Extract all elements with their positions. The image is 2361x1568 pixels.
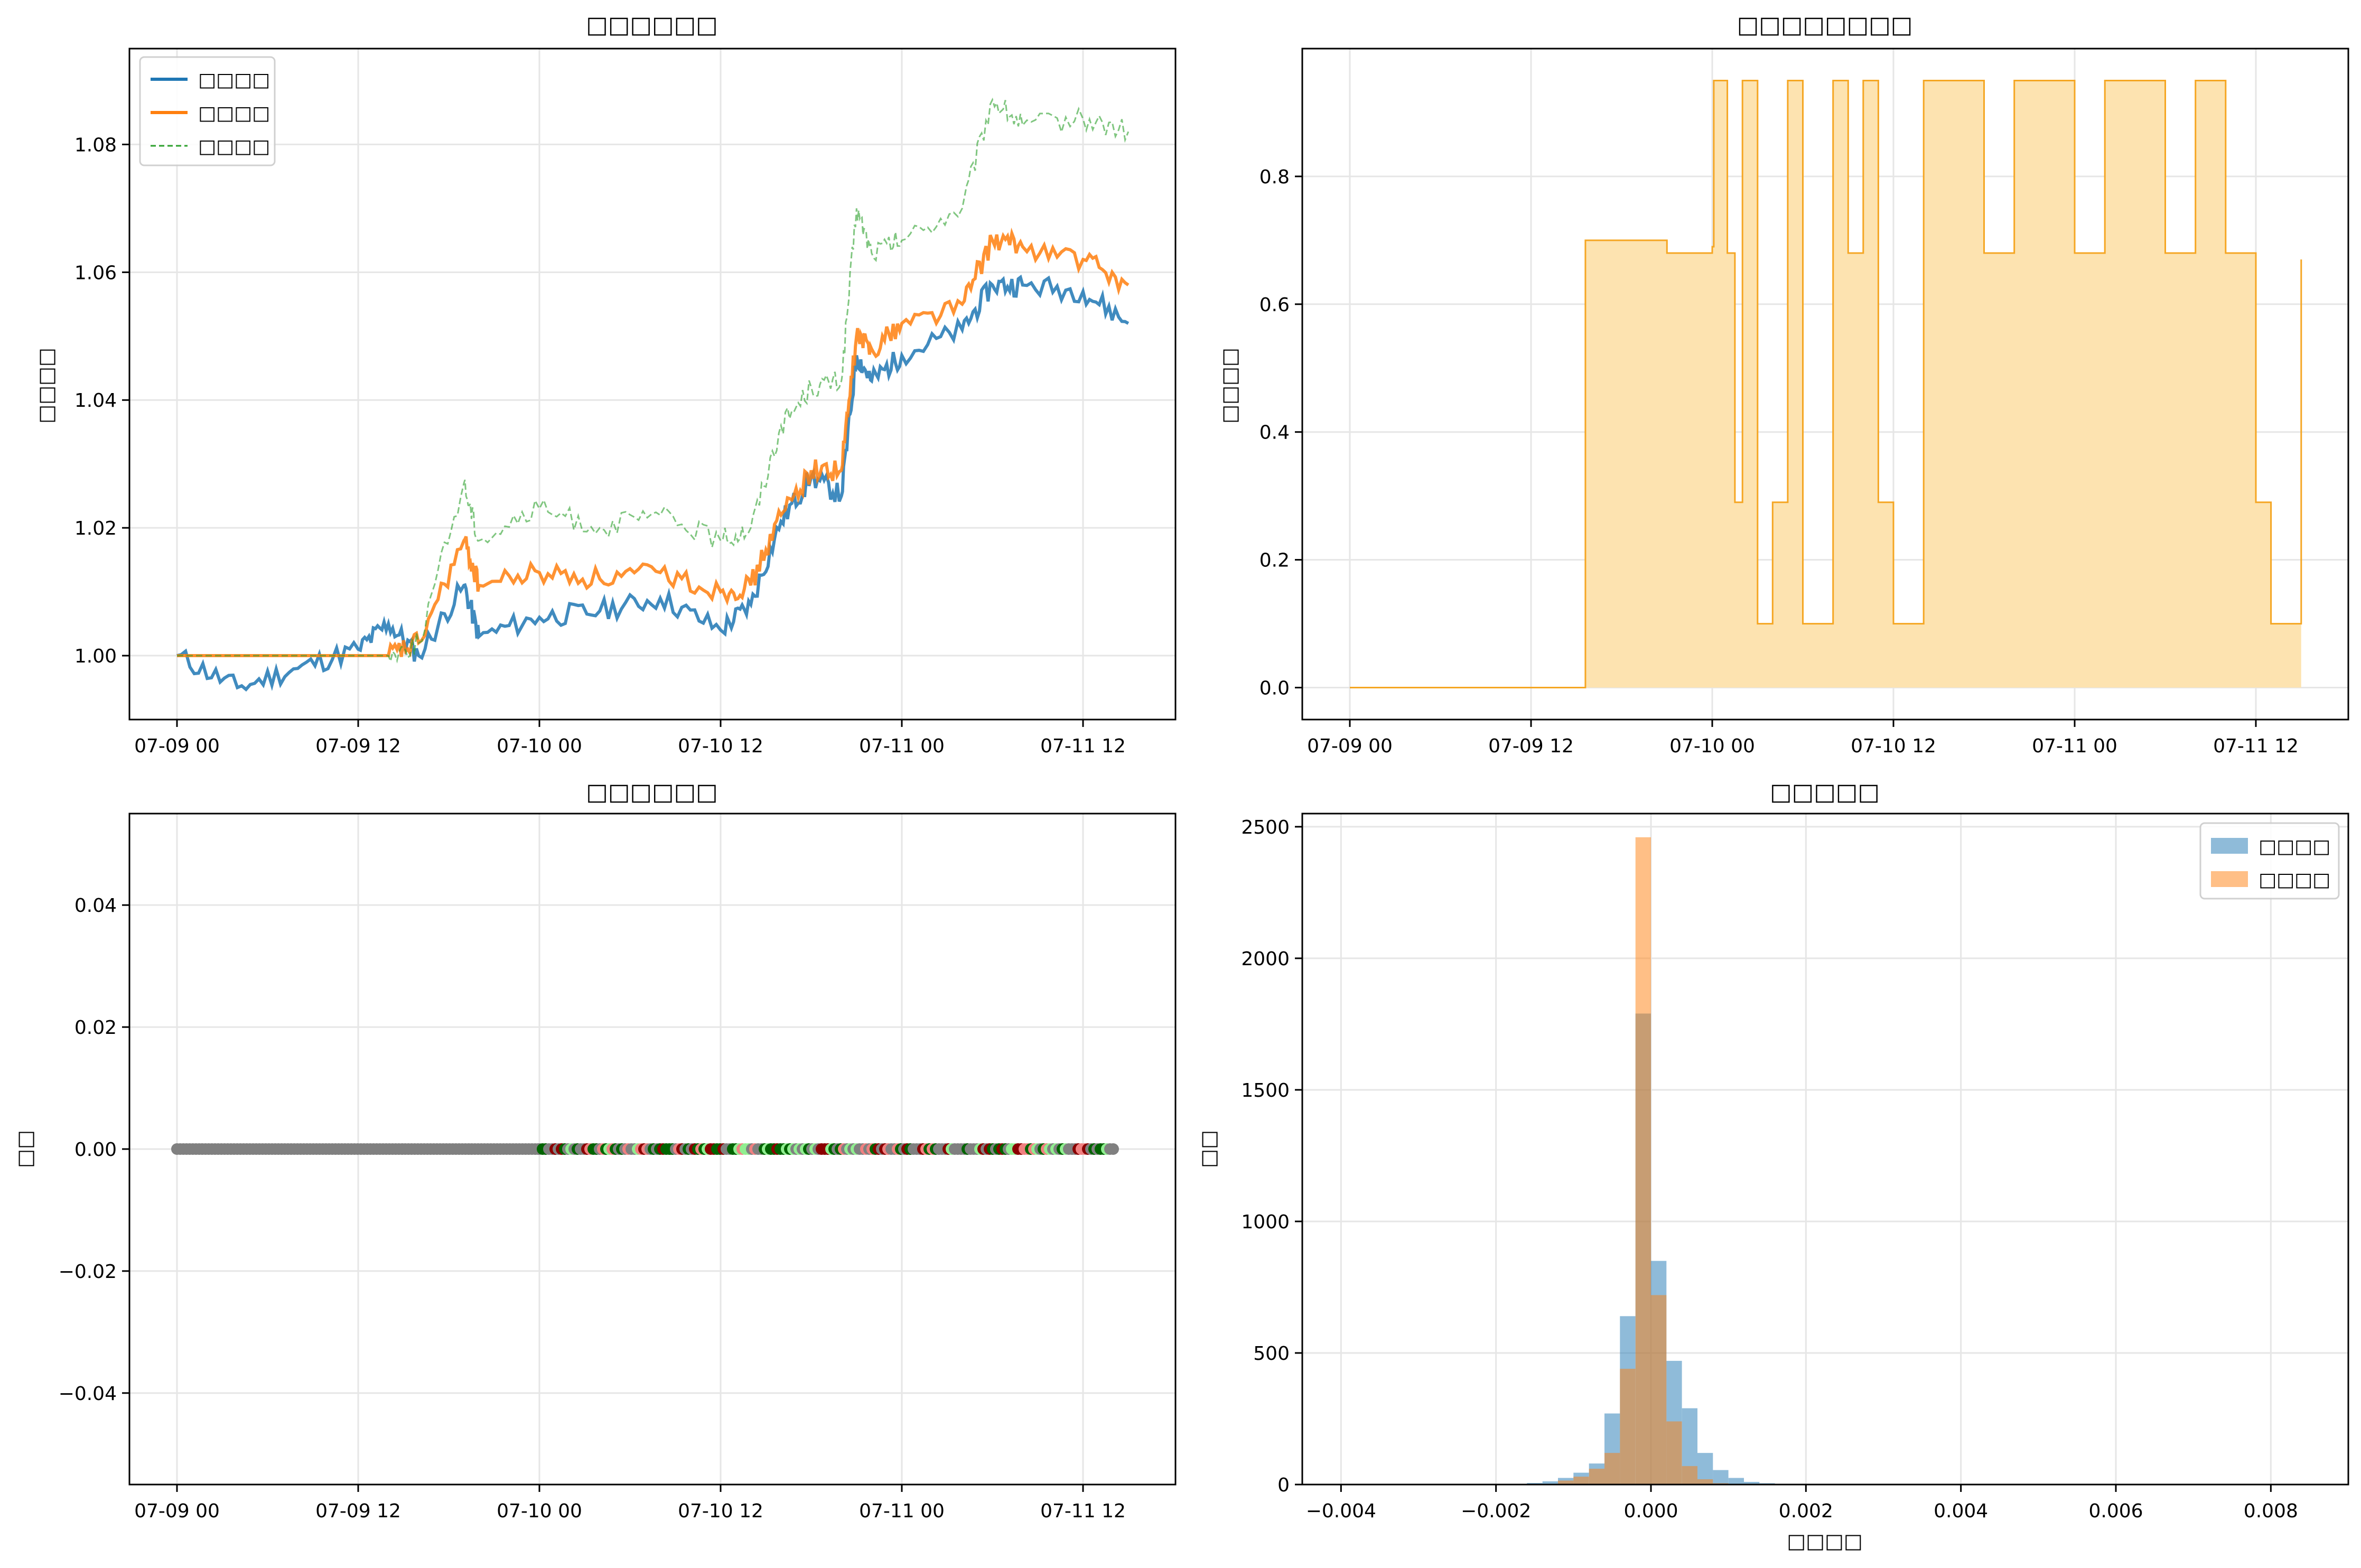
panel4-ytick-label: 1500 xyxy=(1241,1080,1290,1102)
panel1-legend-label: □□□□ xyxy=(198,102,270,124)
panel4-xtick-label: 0.004 xyxy=(1934,1500,1988,1522)
panel4-xtick-label: 0.006 xyxy=(2088,1500,2143,1522)
panel2-title: □□□□□□□□ xyxy=(1737,12,1913,39)
panel2-frame xyxy=(1301,48,2349,721)
panel1-ytick-label: 1.00 xyxy=(74,646,117,667)
plots-layer: 07-09 00 07-09 12 07-10 00 07-10 12 07-11 00… xyxy=(59,48,2349,1522)
panel4-bar-2 xyxy=(1635,837,1651,1485)
panel4-bar-2 xyxy=(1558,1480,1574,1485)
panel2-xtick-label: 07-10 12 xyxy=(1851,735,1936,757)
panel4-ytick-label: 0 xyxy=(1277,1474,1290,1496)
panel4-xtick-label: 0.000 xyxy=(1623,1500,1678,1522)
panel4-xtick-label: −0.002 xyxy=(1461,1500,1531,1522)
panel3-xtick-label: 07-11 00 xyxy=(859,1500,945,1522)
panel1-series-line-1 xyxy=(176,274,1130,692)
panel4-bar-2 xyxy=(1573,1477,1589,1485)
panel4-bar-2 xyxy=(1651,1295,1667,1485)
panel1-title: □□□□□□ xyxy=(586,12,717,39)
panel4-bar-2 xyxy=(1697,1479,1713,1485)
panel2-ytick-label: 0.8 xyxy=(1259,166,1290,188)
panel4-xlabel: □□□□ xyxy=(1787,1529,1863,1553)
panel1-legend-label: □□□□ xyxy=(198,136,270,157)
panel3-title: □□□□□□ xyxy=(586,779,717,806)
panel1-xtick-label: 07-09 12 xyxy=(315,735,401,757)
panel2-ytick-label: 0.0 xyxy=(1259,678,1290,699)
panel4-title: □□□□□ xyxy=(1770,779,1880,806)
panel2-xtick-label: 07-11 12 xyxy=(2213,735,2299,757)
panel4-ytick-label: 1000 xyxy=(1241,1211,1290,1233)
panel4-bar-1 xyxy=(1713,1470,1729,1485)
panel2-ylabel: □□□□ xyxy=(1218,348,1241,424)
panel3-ytick-label: 0.02 xyxy=(74,1017,117,1039)
panel4-bar-2 xyxy=(1604,1453,1620,1485)
panel4-bar-1 xyxy=(1728,1478,1744,1485)
panel3-xtick-label: 07-11 12 xyxy=(1040,1500,1126,1522)
panel3-point xyxy=(1107,1143,1119,1155)
panel3-frame xyxy=(128,813,1177,1486)
panel3-xtick-label: 07-09 12 xyxy=(315,1500,401,1522)
panel1-xtick-label: 07-11 12 xyxy=(1040,735,1126,757)
panel4-ytick-label: 500 xyxy=(1253,1343,1290,1365)
panel2-xtick-label: 07-11 00 xyxy=(2032,735,2117,757)
panel2-xtick-label: 07-09 12 xyxy=(1488,735,1574,757)
panel4-ylabel: □□ xyxy=(1197,1130,1220,1168)
panel2-ytick-label: 0.6 xyxy=(1259,294,1290,316)
panel1-ytick-label: 1.06 xyxy=(74,262,117,284)
panel1-legend-box xyxy=(139,56,276,166)
panel1-frame xyxy=(128,48,1177,721)
panel2-position-line xyxy=(1350,80,2302,688)
panel4-frame xyxy=(1301,813,2349,1486)
panel3-xtick-label: 07-10 00 xyxy=(497,1500,582,1522)
panel1-ylabel: □□□□ xyxy=(34,348,58,424)
panel3-ylabel: □□ xyxy=(13,1130,36,1168)
panel2-ytick-label: 0.4 xyxy=(1259,422,1290,444)
panel4-legend-label: □□□□ xyxy=(2259,836,2330,857)
panel3-xtick-label: 07-09 00 xyxy=(134,1500,220,1522)
panel1-xtick-label: 07-11 00 xyxy=(859,735,945,757)
panel4-legend-swatch xyxy=(2211,871,2248,887)
panel3-ytick-label: 0.00 xyxy=(74,1139,117,1161)
panel1-ytick-label: 1.02 xyxy=(74,518,117,539)
panel4-bar-2 xyxy=(1620,1368,1636,1485)
panel1-legend-label: □□□□ xyxy=(198,69,270,91)
panel3-ytick-label: 0.04 xyxy=(74,895,117,917)
panel1-xtick-label: 07-10 00 xyxy=(497,735,582,757)
panel3-xtick-label: 07-10 12 xyxy=(678,1500,763,1522)
panel2-ytick-label: 0.2 xyxy=(1259,550,1290,572)
panel3-ytick-label: −0.04 xyxy=(59,1383,117,1405)
panel2-xtick-label: 07-10 00 xyxy=(1669,735,1755,757)
panel4-legend-swatch xyxy=(2211,838,2248,854)
panel4-ytick-label: 2000 xyxy=(1241,948,1290,970)
panel4-bar-1 xyxy=(1744,1482,1760,1485)
panel1-series-line-3 xyxy=(177,97,1130,664)
panel1-ytick-label: 1.04 xyxy=(74,390,117,412)
panel1-xtick-label: 07-09 00 xyxy=(134,735,220,757)
panel4-ytick-label: 2500 xyxy=(1241,817,1290,838)
panel4-xtick-label: 0.008 xyxy=(2244,1500,2298,1522)
panel1-series-line-2 xyxy=(177,227,1130,658)
panel4-legend-label: □□□□ xyxy=(2259,869,2330,891)
panel3-ytick-label: −0.02 xyxy=(59,1261,117,1283)
panel2-position-area xyxy=(1350,80,2301,688)
panel1-xtick-label: 07-10 12 xyxy=(678,735,763,757)
panel4-bar-2 xyxy=(1666,1421,1682,1485)
panel4-bar-2 xyxy=(1682,1466,1697,1485)
panel4-xtick-label: −0.004 xyxy=(1306,1500,1376,1522)
panel4-bar-1 xyxy=(1542,1481,1558,1485)
panel2-xtick-label: 07-09 00 xyxy=(1307,735,1393,757)
panel4-bar-2 xyxy=(1589,1469,1604,1485)
panel1-ytick-label: 1.08 xyxy=(74,134,117,156)
panel4-xtick-label: 0.002 xyxy=(1779,1500,1833,1522)
